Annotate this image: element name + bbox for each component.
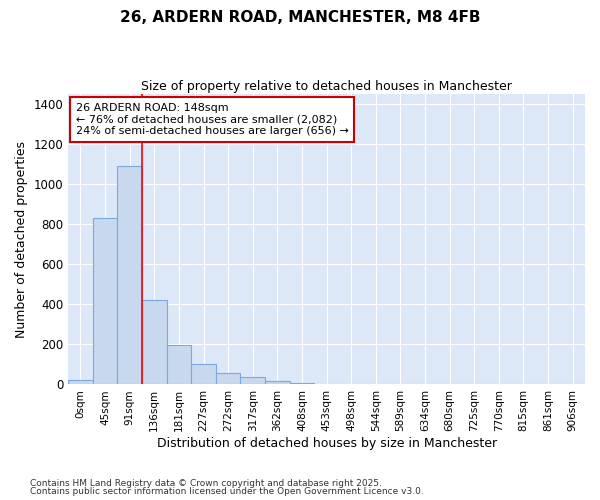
Y-axis label: Number of detached properties: Number of detached properties [15, 141, 28, 338]
Bar [93, 218, 118, 384]
Text: Contains HM Land Registry data © Crown copyright and database right 2025.: Contains HM Land Registry data © Crown c… [30, 478, 382, 488]
Text: Contains public sector information licensed under the Open Government Licence v3: Contains public sector information licen… [30, 487, 424, 496]
Bar [167, 346, 191, 385]
X-axis label: Distribution of detached houses by size in Manchester: Distribution of detached houses by size … [157, 437, 497, 450]
Text: 26 ARDERN ROAD: 148sqm
← 76% of detached houses are smaller (2,082)
24% of semi-: 26 ARDERN ROAD: 148sqm ← 76% of detached… [76, 103, 349, 136]
Bar [191, 364, 216, 384]
Bar [142, 300, 167, 384]
Bar [241, 378, 265, 384]
Bar [290, 383, 314, 384]
Text: 26, ARDERN ROAD, MANCHESTER, M8 4FB: 26, ARDERN ROAD, MANCHESTER, M8 4FB [120, 10, 480, 25]
Bar [265, 382, 290, 384]
Bar [68, 380, 93, 384]
Bar [118, 166, 142, 384]
Bar [216, 374, 241, 384]
Title: Size of property relative to detached houses in Manchester: Size of property relative to detached ho… [141, 80, 512, 93]
